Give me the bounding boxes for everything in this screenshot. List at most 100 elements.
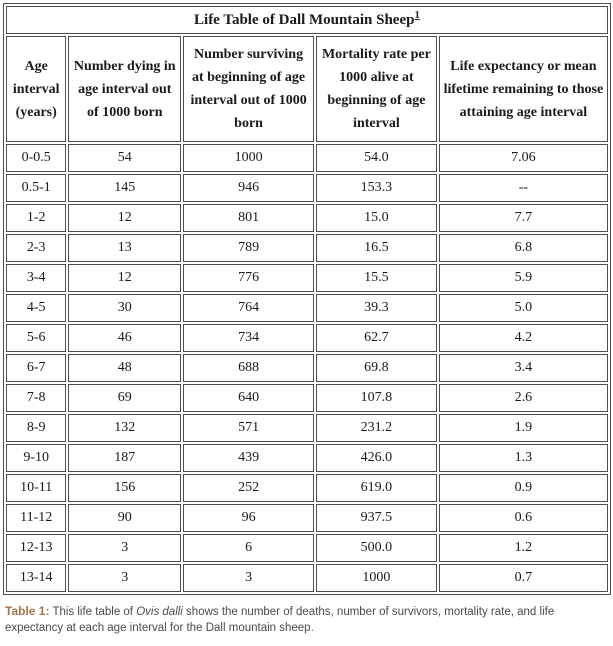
table-cell: 4-5 [6, 294, 67, 322]
table-cell: 946 [183, 174, 314, 202]
table-cell: 1.3 [438, 444, 608, 472]
table-cell: 12 [68, 264, 182, 292]
table-cell: 54.0 [316, 144, 437, 172]
table-cell: 13-14 [6, 564, 67, 592]
table-row: 0-0.5 54 1000 54.0 7.06 [6, 144, 608, 172]
table-cell: 107.8 [316, 384, 437, 412]
table-cell: 39.3 [316, 294, 437, 322]
table-title-text: Life Table of Dall Mountain Sheep [194, 11, 415, 28]
table-cell: 48 [68, 354, 182, 382]
column-header-mortality-rate: Mortality rate per 1000 alive at beginni… [316, 36, 437, 142]
table-cell: 734 [183, 324, 314, 352]
table-cell: 15.0 [316, 204, 437, 232]
table-cell: 9-10 [6, 444, 67, 472]
table-cell: 0.5-1 [6, 174, 67, 202]
table-row: 5-6 46 734 62.7 4.2 [6, 324, 608, 352]
table-cell: 6.8 [438, 234, 608, 262]
table-cell: 6 [183, 534, 314, 562]
table-row: 8-9 132 571 231.2 1.9 [6, 414, 608, 442]
table-cell: 688 [183, 354, 314, 382]
table-cell: 0.7 [438, 564, 608, 592]
table-row: 7-8 69 640 107.8 2.6 [6, 384, 608, 412]
table-row: 10-11 156 252 619.0 0.9 [6, 474, 608, 502]
table-cell: 7.06 [438, 144, 608, 172]
table-row: 2-3 13 789 16.5 6.8 [6, 234, 608, 262]
life-table: Life Table of Dall Mountain Sheep1 Age i… [3, 3, 611, 595]
header-row: Age interval (years) Number dying in age… [6, 36, 608, 142]
column-header-life-expectancy: Life expectancy or mean lifetime remaini… [438, 36, 608, 142]
table-cell: 187 [68, 444, 182, 472]
column-header-age-interval: Age interval (years) [6, 36, 67, 142]
table-cell: 0.9 [438, 474, 608, 502]
column-header-number-dying: Number dying in age interval out of 1000… [68, 36, 182, 142]
column-header-number-surviving: Number surviving at beginning of age int… [183, 36, 314, 142]
table-row: 6-7 48 688 69.8 3.4 [6, 354, 608, 382]
table-cell: 439 [183, 444, 314, 472]
table-cell: 145 [68, 174, 182, 202]
table-cell: 69 [68, 384, 182, 412]
table-cell: 1000 [183, 144, 314, 172]
table-cell: 54 [68, 144, 182, 172]
caption-text-after: shows the number of deaths, number of su… [5, 606, 555, 634]
table-cell: 426.0 [316, 444, 437, 472]
table-cell: 619.0 [316, 474, 437, 502]
table-cell: 571 [183, 414, 314, 442]
table-cell: 500.0 [316, 534, 437, 562]
table-cell: 5.9 [438, 264, 608, 292]
table-cell: 3 [183, 564, 314, 592]
table-cell: 0-0.5 [6, 144, 67, 172]
table-cell: 12-13 [6, 534, 67, 562]
footnote-ref-1[interactable]: 1 [414, 8, 420, 21]
title-row: Life Table of Dall Mountain Sheep1 [6, 6, 608, 34]
table-cell: 776 [183, 264, 314, 292]
table-row: 1-2 12 801 15.0 7.7 [6, 204, 608, 232]
table-row: 11-12 90 96 937.5 0.6 [6, 504, 608, 532]
table-cell: 3.4 [438, 354, 608, 382]
table-cell: 156 [68, 474, 182, 502]
table-cell: 1000 [316, 564, 437, 592]
table-cell: 8-9 [6, 414, 67, 442]
table-title: Life Table of Dall Mountain Sheep1 [6, 6, 608, 34]
table-cell: 1.9 [438, 414, 608, 442]
table-cell: 5.0 [438, 294, 608, 322]
table-cell: 3-4 [6, 264, 67, 292]
table-cell: 153.3 [316, 174, 437, 202]
table-cell: -- [438, 174, 608, 202]
table-cell: 13 [68, 234, 182, 262]
table-cell: 11-12 [6, 504, 67, 532]
table-cell: 96 [183, 504, 314, 532]
table-row: 4-5 30 764 39.3 5.0 [6, 294, 608, 322]
table-cell: 789 [183, 234, 314, 262]
caption-species-name: Ovis dalli [136, 606, 183, 618]
table-cell: 3 [68, 534, 182, 562]
table-cell: 30 [68, 294, 182, 322]
table-row: 0.5-1 145 946 153.3 -- [6, 174, 608, 202]
table-cell: 10-11 [6, 474, 67, 502]
table-cell: 640 [183, 384, 314, 412]
table-caption: Table 1: This life table of Ovis dalli s… [5, 603, 607, 636]
table-cell: 7.7 [438, 204, 608, 232]
table-cell: 6-7 [6, 354, 67, 382]
caption-label: Table 1: [5, 604, 50, 618]
table-cell: 0.6 [438, 504, 608, 532]
table-cell: 46 [68, 324, 182, 352]
table-cell: 937.5 [316, 504, 437, 532]
table-cell: 7-8 [6, 384, 67, 412]
table-cell: 3 [68, 564, 182, 592]
table-row: 13-14 3 3 1000 0.7 [6, 564, 608, 592]
table-cell: 5-6 [6, 324, 67, 352]
table-cell: 90 [68, 504, 182, 532]
table-row: 3-4 12 776 15.5 5.9 [6, 264, 608, 292]
table-cell: 16.5 [316, 234, 437, 262]
table-cell: 2.6 [438, 384, 608, 412]
table-cell: 62.7 [316, 324, 437, 352]
table-cell: 15.5 [316, 264, 437, 292]
table-row: 12-13 3 6 500.0 1.2 [6, 534, 608, 562]
table-cell: 801 [183, 204, 314, 232]
table-cell: 4.2 [438, 324, 608, 352]
table-cell: 1-2 [6, 204, 67, 232]
table-cell: 764 [183, 294, 314, 322]
table-cell: 132 [68, 414, 182, 442]
table-cell: 252 [183, 474, 314, 502]
